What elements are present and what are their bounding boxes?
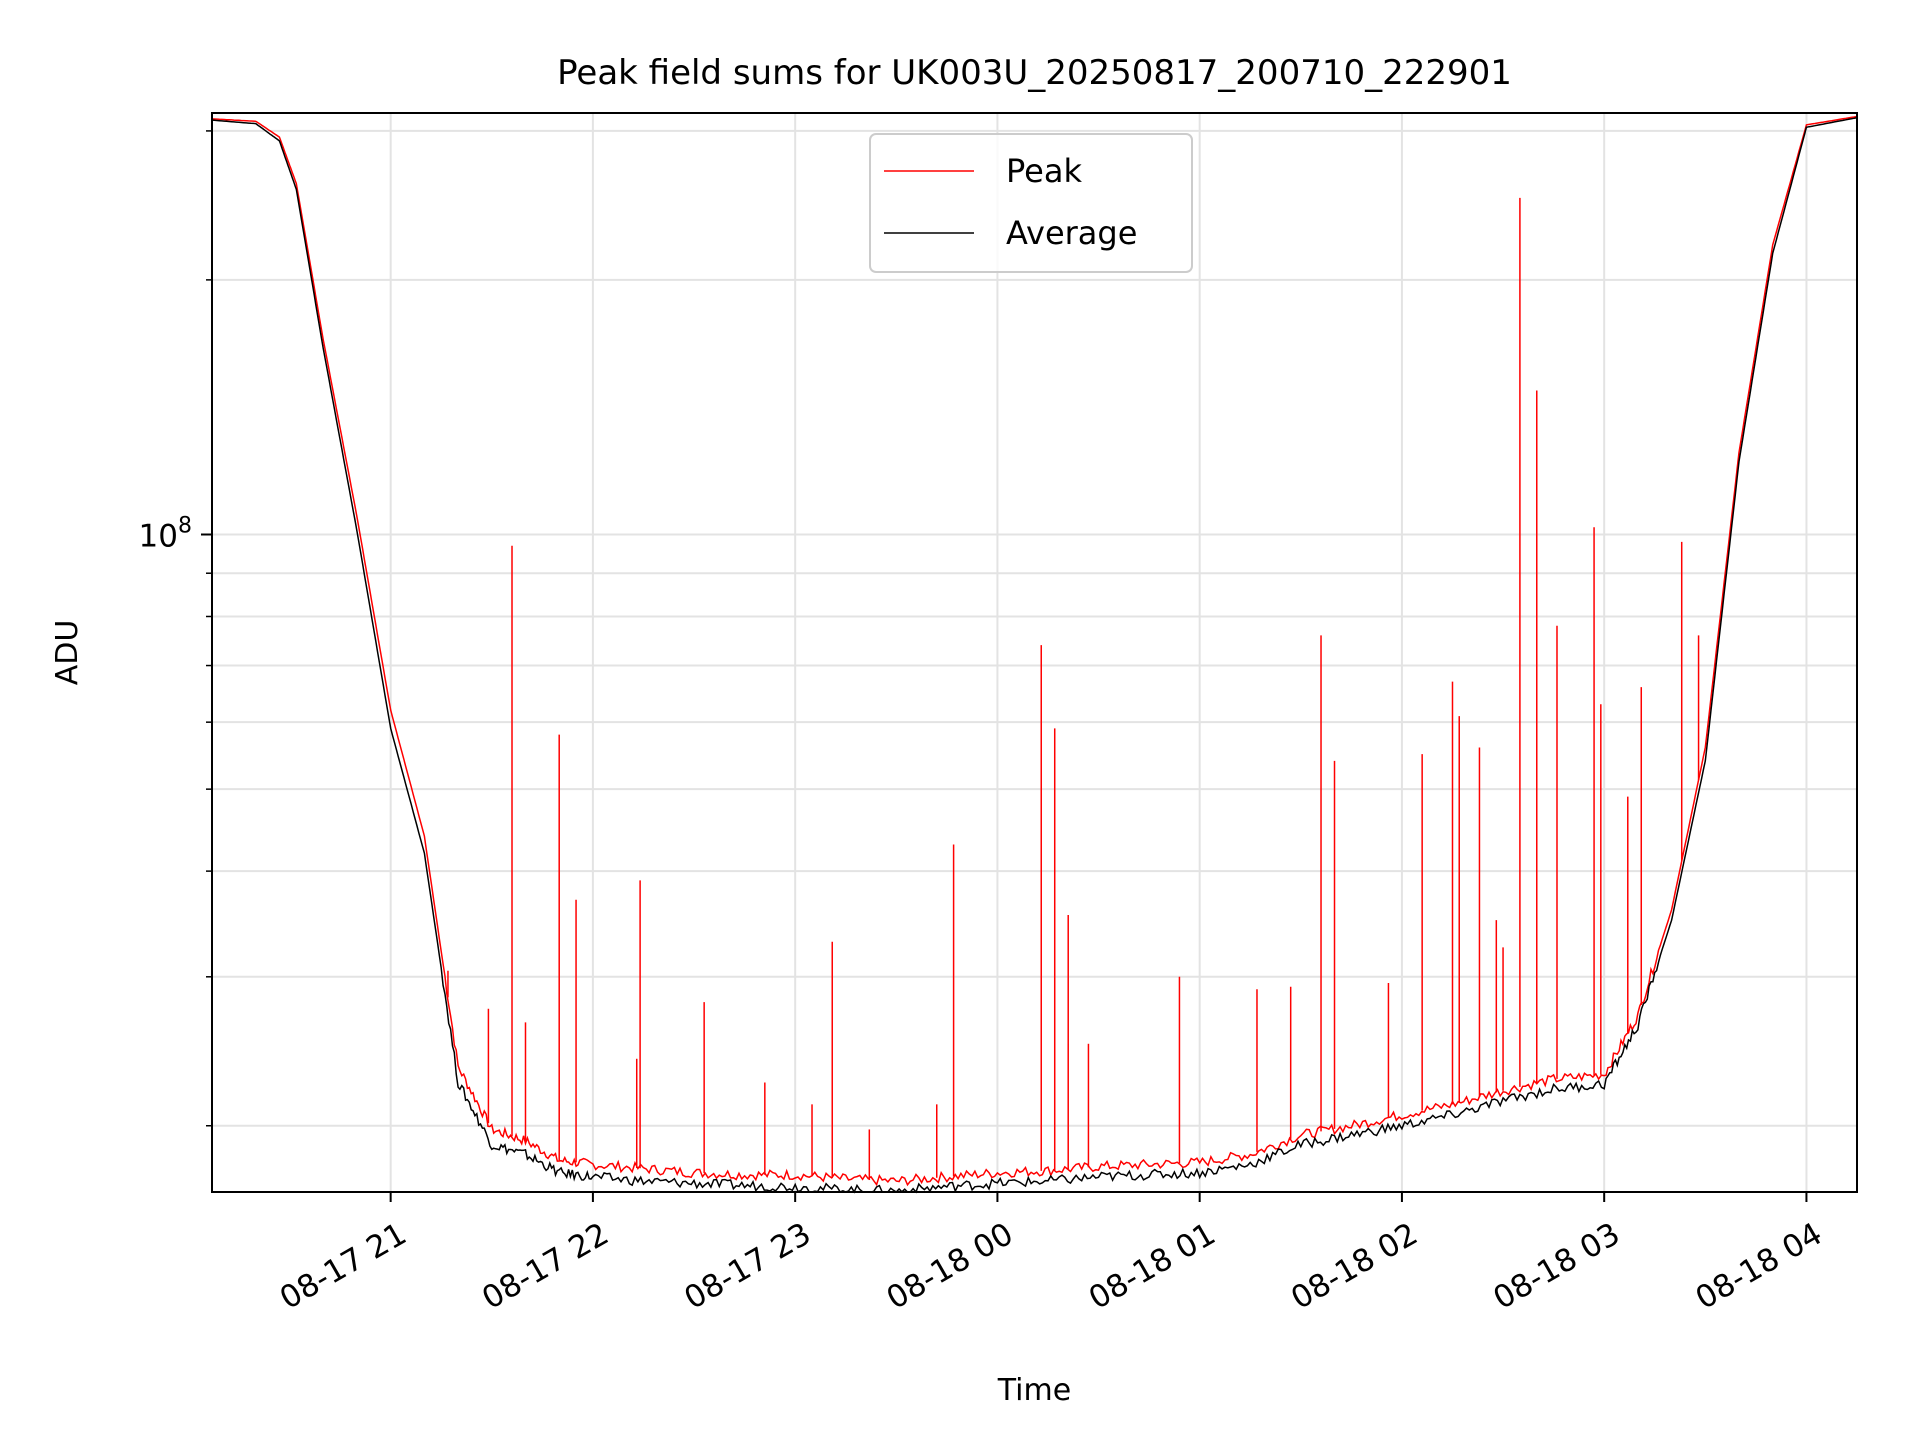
plot-area — [211, 115, 1858, 1194]
y-axis-label: ADU — [50, 620, 85, 686]
axis-ticks: 08-17 21 08-17 22 08-17 23 08-18 00 08-18 01… — [139, 130, 1829, 1317]
legend-label-average: Average — [1006, 214, 1137, 252]
x-tick-label: 08-18 02 — [1285, 1216, 1424, 1317]
x-tick-label: 08-17 23 — [678, 1216, 817, 1317]
x-tick-label: 08-18 01 — [1083, 1216, 1222, 1317]
legend-box — [869, 133, 1193, 273]
x-tick-label: 08-17 22 — [476, 1216, 615, 1317]
series-line-peak — [211, 115, 1858, 1187]
axes-frame — [211, 112, 1858, 1193]
x-tick-label: 08-17 21 — [274, 1216, 413, 1317]
chart-title: Peak field sums for UK003U_20250817_2007… — [557, 53, 1512, 93]
x-tick-label: 08-18 03 — [1487, 1216, 1626, 1317]
x-tick-label: 08-18 00 — [881, 1216, 1020, 1317]
series-line-average — [211, 116, 1858, 1194]
x-tick-label: 08-18 04 — [1690, 1216, 1829, 1317]
grid-lines — [212, 113, 1857, 1192]
y-tick-label: 108 — [139, 514, 192, 555]
legend-label-peak: Peak — [1006, 152, 1082, 190]
legend: Peak Average — [869, 133, 1193, 273]
x-axis-label: Time — [997, 1373, 1071, 1408]
